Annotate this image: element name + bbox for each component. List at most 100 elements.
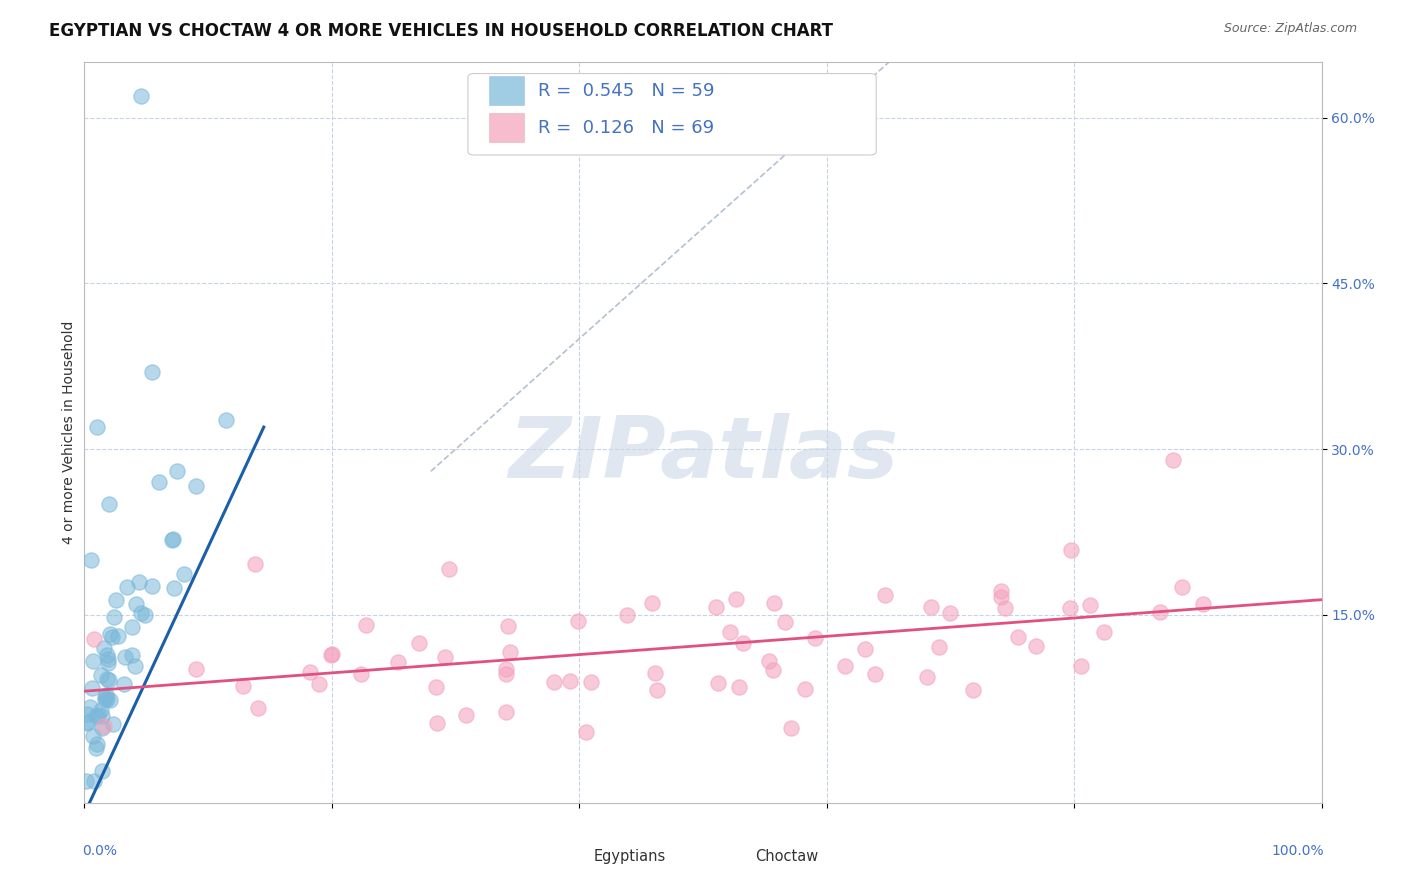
Point bbox=[319, 648, 342, 663]
Text: EGYPTIAN VS CHOCTAW 4 OR MORE VEHICLES IN HOUSEHOLD CORRELATION CHART: EGYPTIAN VS CHOCTAW 4 OR MORE VEHICLES I… bbox=[49, 22, 834, 40]
Point bbox=[762, 663, 785, 677]
Point bbox=[426, 715, 449, 730]
Point bbox=[718, 625, 741, 640]
Point bbox=[706, 676, 728, 690]
Point bbox=[1025, 639, 1047, 653]
Point bbox=[86, 420, 108, 434]
Point bbox=[834, 658, 856, 673]
Point bbox=[141, 365, 163, 379]
Point bbox=[215, 413, 238, 427]
Point bbox=[558, 673, 581, 688]
Point bbox=[86, 740, 108, 755]
Point bbox=[243, 557, 266, 571]
Point bbox=[308, 677, 330, 691]
Point bbox=[873, 588, 896, 602]
Point bbox=[299, 665, 322, 680]
Point bbox=[162, 582, 184, 596]
Text: R =  0.126   N = 69: R = 0.126 N = 69 bbox=[538, 119, 714, 136]
Text: Choctaw: Choctaw bbox=[755, 849, 818, 864]
Point bbox=[437, 562, 460, 576]
Point bbox=[162, 532, 184, 546]
Point bbox=[129, 88, 152, 103]
Point bbox=[434, 650, 457, 665]
Point bbox=[498, 619, 520, 633]
Point bbox=[579, 675, 602, 690]
Point bbox=[724, 591, 747, 606]
Point bbox=[928, 640, 950, 655]
Point bbox=[76, 707, 98, 722]
Point bbox=[246, 701, 269, 715]
Point bbox=[96, 672, 118, 686]
Point bbox=[804, 631, 827, 645]
Point bbox=[762, 596, 785, 610]
Point bbox=[915, 669, 938, 683]
Point bbox=[993, 601, 1015, 615]
Point bbox=[425, 680, 447, 694]
Point bbox=[79, 552, 101, 566]
Point bbox=[794, 681, 817, 696]
Point bbox=[90, 764, 112, 778]
Text: ZIPatlas: ZIPatlas bbox=[508, 413, 898, 496]
Point bbox=[166, 464, 188, 478]
Point bbox=[1059, 601, 1081, 615]
Point bbox=[129, 606, 152, 620]
Point bbox=[990, 584, 1012, 599]
Point bbox=[97, 651, 120, 665]
Point bbox=[148, 475, 170, 490]
Point bbox=[731, 635, 754, 649]
Point bbox=[853, 642, 876, 657]
Bar bbox=[716, 852, 742, 865]
Point bbox=[96, 648, 118, 662]
Point bbox=[83, 632, 105, 646]
Point bbox=[186, 662, 208, 676]
Point bbox=[86, 737, 108, 751]
Point bbox=[93, 641, 115, 656]
Point bbox=[1070, 659, 1092, 673]
Point bbox=[94, 693, 117, 707]
Point bbox=[758, 654, 780, 668]
Point bbox=[920, 599, 942, 614]
Point bbox=[232, 679, 254, 693]
Point bbox=[575, 724, 598, 739]
Point bbox=[543, 675, 565, 690]
Point bbox=[124, 659, 146, 673]
Point bbox=[128, 574, 150, 589]
Point bbox=[354, 617, 377, 632]
Point bbox=[499, 645, 522, 659]
Point bbox=[321, 647, 343, 661]
Point bbox=[93, 719, 115, 733]
Point bbox=[863, 667, 886, 681]
Point bbox=[1007, 631, 1029, 645]
Point bbox=[408, 636, 430, 650]
Point bbox=[121, 620, 143, 634]
Point bbox=[1171, 580, 1194, 594]
Point bbox=[173, 567, 195, 582]
Point bbox=[107, 629, 129, 643]
Point bbox=[96, 691, 118, 706]
Point bbox=[184, 479, 207, 493]
Point bbox=[641, 596, 664, 610]
Bar bbox=[489, 76, 523, 105]
Point bbox=[98, 627, 121, 641]
Point bbox=[90, 703, 112, 717]
Point bbox=[1092, 625, 1115, 640]
Point bbox=[1060, 543, 1083, 558]
Point bbox=[91, 721, 114, 735]
Point bbox=[1149, 605, 1171, 619]
Text: R =  0.545   N = 59: R = 0.545 N = 59 bbox=[538, 81, 714, 100]
Point bbox=[98, 693, 121, 707]
Point bbox=[644, 666, 666, 681]
Point bbox=[84, 708, 107, 723]
Point bbox=[645, 682, 668, 697]
Text: Source: ZipAtlas.com: Source: ZipAtlas.com bbox=[1223, 22, 1357, 36]
Point bbox=[83, 773, 105, 788]
Point bbox=[939, 606, 962, 620]
Text: Egyptians: Egyptians bbox=[595, 849, 666, 864]
Point bbox=[76, 716, 98, 731]
Point bbox=[162, 533, 184, 548]
Point bbox=[98, 498, 121, 512]
Point bbox=[104, 593, 127, 607]
Point bbox=[89, 668, 111, 682]
Point bbox=[79, 699, 101, 714]
Point bbox=[90, 709, 112, 723]
